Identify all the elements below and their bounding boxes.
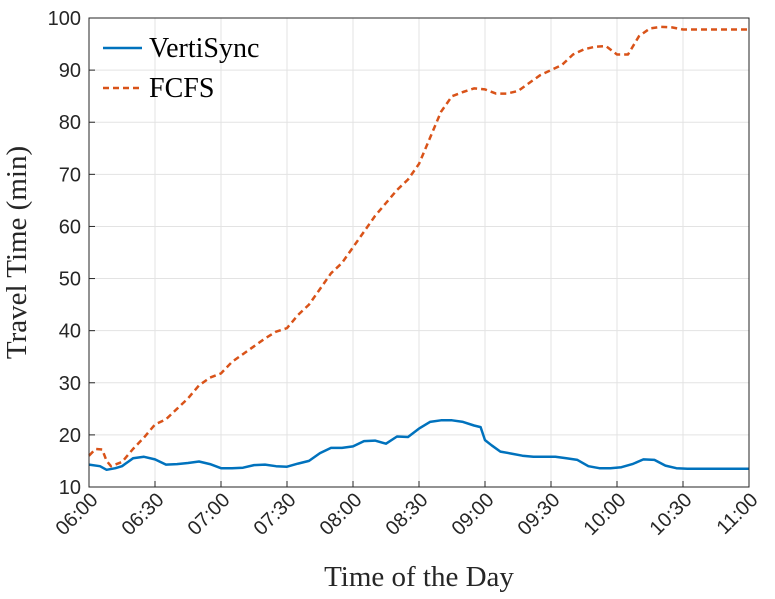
y-tick-label: 60 [59, 216, 81, 238]
y-tick-label: 100 [48, 8, 81, 30]
legend: VertiSync FCFS [103, 33, 259, 104]
x-tick-label: 10:30 [646, 489, 697, 540]
y-tick-label: 10 [59, 477, 81, 499]
y-tick-label: 30 [59, 373, 81, 395]
y-tick-label: 20 [59, 425, 81, 447]
y-tick-label: 80 [59, 112, 81, 134]
x-axis-label: Time of the Day [324, 561, 514, 593]
x-tick-label: 09:00 [448, 489, 499, 540]
x-tick-label: 08:30 [382, 489, 433, 540]
y-tick-label: 40 [59, 321, 81, 343]
fcfs-line [88, 25, 749, 468]
x-tick-label: 09:30 [514, 489, 565, 540]
y-axis-label: Travel Time (min) [1, 146, 33, 359]
vertisync-line [88, 419, 749, 472]
x-tick-label: 07:00 [184, 489, 235, 540]
legend-fcfs-label: FCFS [149, 73, 214, 104]
y-tick-label: 90 [59, 60, 81, 82]
series-lines [88, 25, 749, 472]
y-tick-label: 70 [59, 164, 81, 186]
x-tick-label: 07:30 [250, 489, 301, 540]
legend-vertisync-label: VertiSync [149, 33, 259, 64]
x-tick-label: 11:00 [713, 489, 763, 539]
x-tick-label: 08:00 [316, 489, 367, 540]
x-tick-label: 10:00 [580, 489, 631, 540]
x-tick-label: 06:30 [118, 489, 169, 540]
y-tick-label: 50 [59, 269, 81, 291]
